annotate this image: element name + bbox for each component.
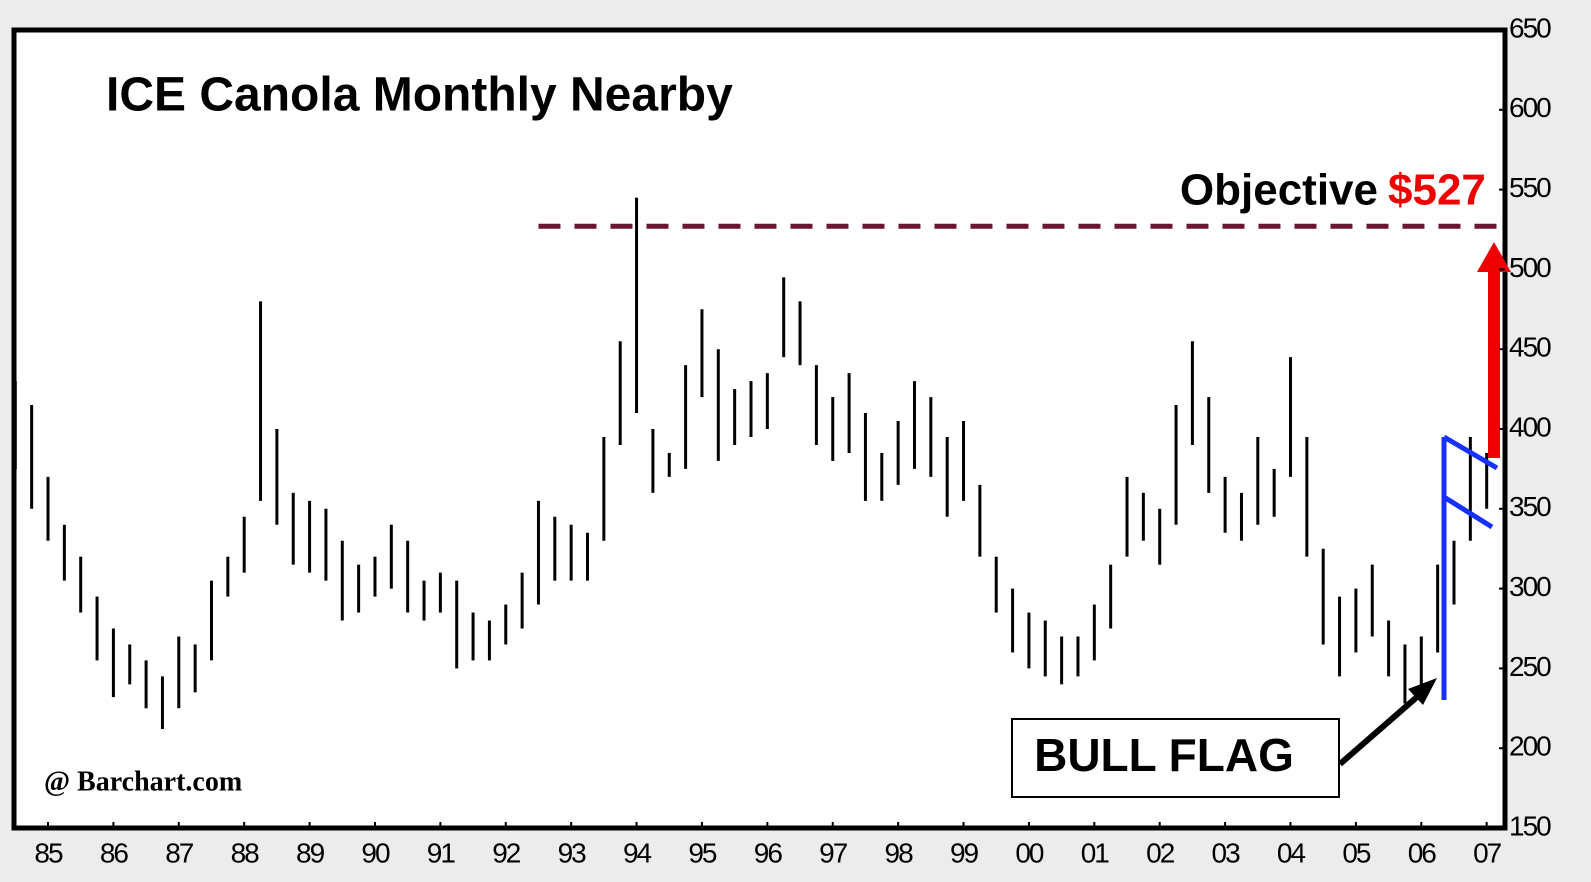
y-tick-label: 550 [1509, 172, 1551, 203]
flag-line [1442, 434, 1499, 471]
annotation: BULL FLAG [1034, 729, 1294, 781]
flag-line [1442, 494, 1494, 530]
y-tick-label: 150 [1509, 810, 1551, 841]
x-tick-label: 97 [819, 837, 848, 868]
y-tick-label: 350 [1509, 491, 1551, 522]
x-tick-label: 92 [492, 837, 521, 868]
x-tick-label: 96 [754, 837, 783, 868]
objective-value: $527 [1388, 166, 1486, 215]
x-tick-label: 95 [688, 837, 717, 868]
y-tick-label: 400 [1509, 411, 1551, 442]
x-tick-label: 04 [1277, 837, 1306, 868]
arrow-head [1477, 242, 1511, 272]
x-tick-label: 99 [950, 837, 979, 868]
x-tick-label: 86 [100, 837, 129, 868]
x-tick-label: 02 [1146, 837, 1175, 868]
x-tick-label: 01 [1081, 837, 1110, 868]
y-tick-label: 200 [1509, 731, 1551, 762]
x-tick-label: 98 [885, 837, 914, 868]
x-tick-label: 93 [558, 837, 587, 868]
marks [13, 197, 1501, 730]
chart-title: ICE Canola Monthly Nearby [106, 69, 733, 122]
y-tick-label: 300 [1509, 571, 1551, 602]
source: @ Barchart.com [44, 766, 242, 797]
x-tick-label: 00 [1015, 837, 1044, 868]
y-tick-label: 650 [1509, 12, 1551, 43]
x-tick-label: 05 [1342, 837, 1371, 868]
x-tick-label: 89 [296, 837, 325, 868]
y-tick-label: 450 [1509, 332, 1551, 363]
x-tick-label: 87 [165, 837, 194, 868]
x-tick-label: 91 [427, 837, 456, 868]
x-tick-label: 85 [34, 837, 63, 868]
plot-area [11, 27, 1508, 831]
x-tick-label: 88 [231, 837, 260, 868]
x-tick-label: 90 [361, 837, 390, 868]
y-tick-label: 600 [1509, 92, 1551, 123]
y-tick-label: 250 [1509, 651, 1551, 682]
x-tick-label: 94 [623, 837, 652, 868]
objective-label: Objective [1180, 166, 1378, 215]
arrow-head [1408, 678, 1437, 705]
annotation-box [1011, 718, 1340, 798]
x-tick-label: 03 [1212, 837, 1241, 868]
x-tick-label: 07 [1473, 837, 1502, 868]
annotation-arrow [1338, 687, 1427, 767]
y-tick-label: 500 [1509, 252, 1551, 283]
x-tick-label: 06 [1408, 837, 1437, 868]
